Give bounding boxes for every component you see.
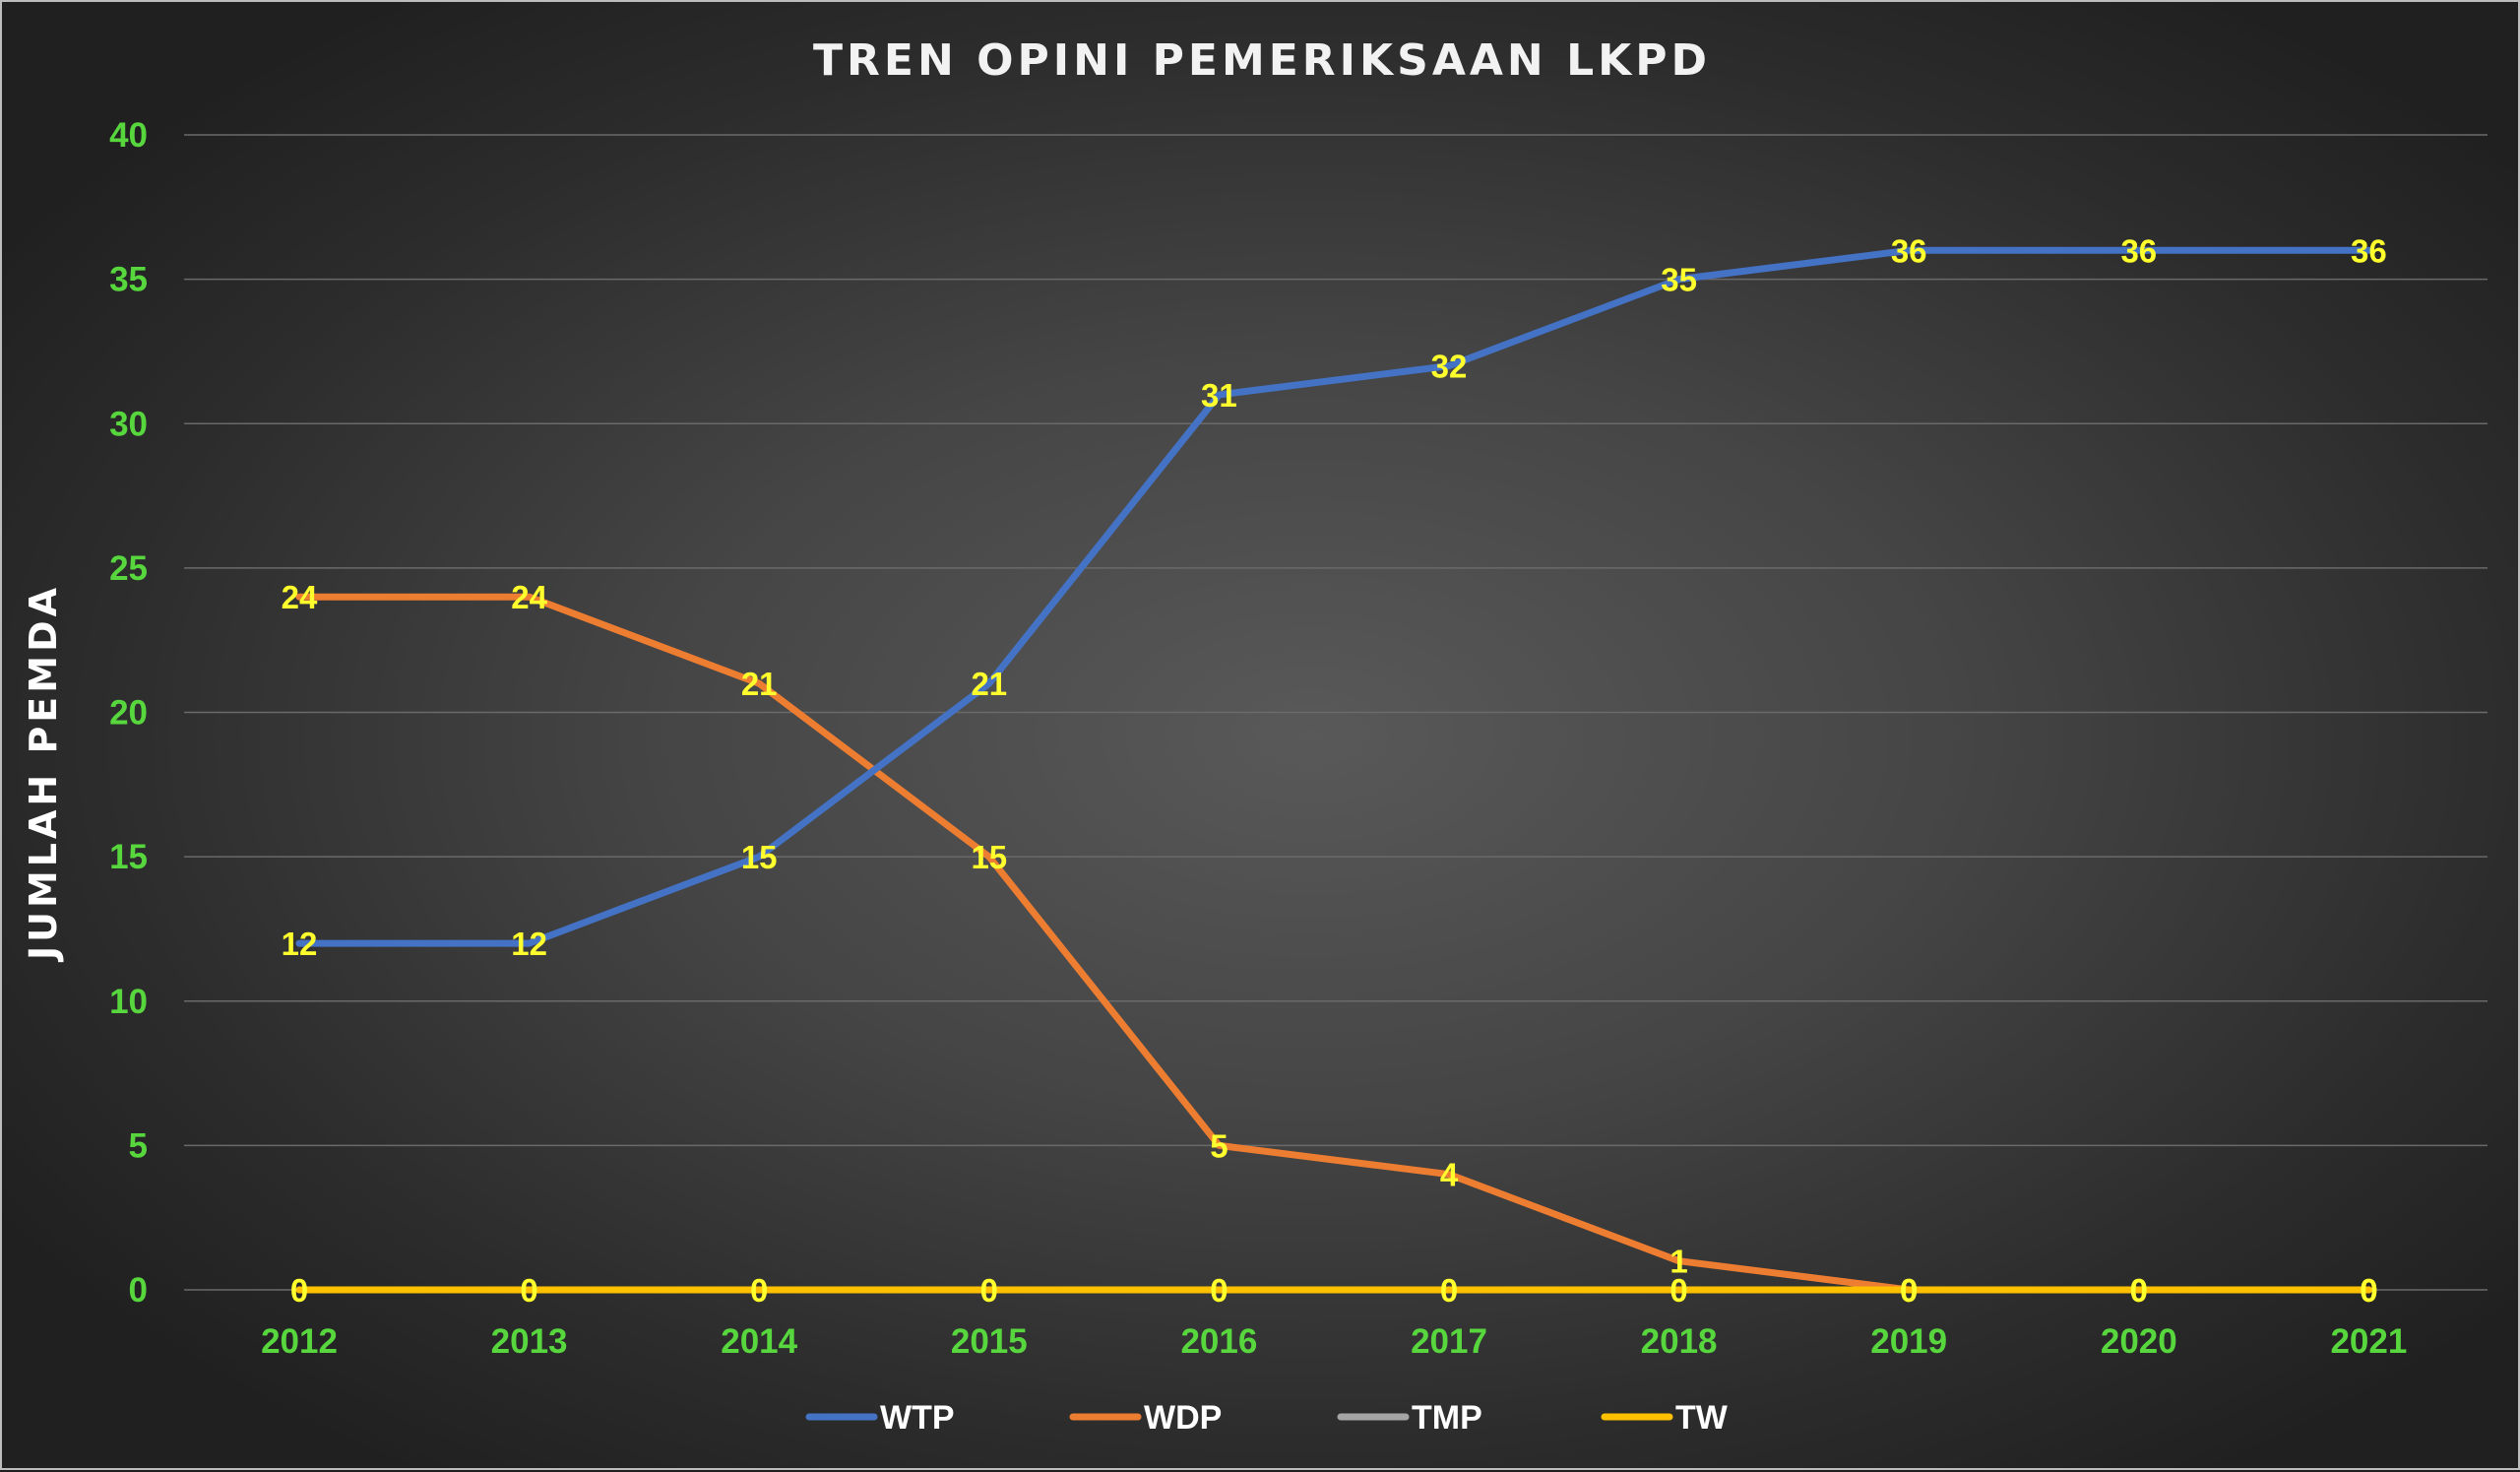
data-label-wtp: 36 (2351, 232, 2387, 269)
legend-label: WTP (880, 1399, 955, 1437)
series-lines (295, 246, 2372, 1294)
data-label-wdp: 5 (1210, 1127, 1228, 1164)
legend-item-wtp: WTP (805, 1399, 955, 1437)
x-tick-label: 2020 (2101, 1322, 2177, 1361)
gridlines (184, 134, 2488, 1291)
data-label-wdp: 4 (1440, 1157, 1459, 1193)
data-label-tw: 0 (1440, 1272, 1458, 1309)
series-line-wtp (295, 246, 2372, 947)
legend: WTP WDP TMP TW (805, 1399, 1729, 1437)
legend-item-tmp: TMP (1337, 1399, 1482, 1437)
legend-item-tw: TW (1601, 1399, 1729, 1437)
data-label-wtp: 15 (741, 839, 778, 875)
data-label-wtp: 35 (1661, 262, 1697, 298)
data-label-wdp: 0 (1900, 1272, 1918, 1309)
data-label-tw: 0 (1670, 1272, 1687, 1309)
data-label-wdp: 0 (2130, 1272, 2148, 1309)
x-tick-label: 2015 (951, 1322, 1028, 1361)
legend-label: TMP (1412, 1399, 1482, 1437)
chart-title: TREN OPINI PEMERIKSAAN LKPD (813, 35, 1711, 86)
data-label-tw: 0 (520, 1272, 537, 1309)
legend-label: WDP (1144, 1399, 1222, 1437)
legend-item-wdp: WDP (1069, 1399, 1222, 1437)
data-label-wtp: 21 (971, 666, 1007, 702)
data-label-wtp: 12 (511, 926, 547, 962)
y-tick-label: 20 (109, 694, 148, 733)
data-label-tw: 0 (2360, 1272, 2377, 1309)
data-label-tw: 0 (980, 1272, 998, 1309)
data-label-tw: 0 (1900, 1272, 1918, 1309)
data-label-wdp: 21 (741, 666, 778, 702)
x-tick-label: 2014 (721, 1322, 797, 1361)
x-tick-label: 2012 (261, 1322, 338, 1361)
y-tick-label: 35 (109, 261, 148, 299)
data-label-wdp: 24 (511, 579, 547, 615)
y-tick-label: 10 (109, 983, 148, 1021)
data-label-wdp: 0 (2360, 1272, 2377, 1309)
data-label-wtp: 12 (282, 926, 318, 962)
legend-label: TW (1675, 1399, 1729, 1437)
x-tick-label: 2013 (491, 1322, 568, 1361)
x-tick-label: 2016 (1180, 1322, 1257, 1361)
data-label-tw: 0 (750, 1272, 768, 1309)
y-tick-label: 15 (109, 838, 148, 876)
x-tick-label: 2021 (2330, 1322, 2407, 1361)
data-label-tw: 0 (1210, 1272, 1228, 1309)
data-label-wtp: 36 (1891, 232, 1927, 269)
x-tick-label: 2018 (1641, 1322, 1718, 1361)
series-line-wdp (295, 593, 2372, 1294)
data-label-wtp: 31 (1201, 377, 1237, 414)
y-tick-label: 5 (129, 1126, 148, 1165)
y-axis-label: JUMLAH PEMDA (22, 584, 65, 963)
x-tick-label: 2019 (1870, 1322, 1947, 1361)
data-label-tw: 0 (2130, 1272, 2148, 1309)
data-label-wdp: 15 (971, 839, 1007, 875)
data-label-wdp: 1 (1670, 1244, 1687, 1280)
y-tick-label: 0 (129, 1271, 148, 1310)
y-tick-label: 25 (109, 549, 148, 588)
y-tick-label: 30 (109, 405, 148, 443)
data-label-tw: 0 (290, 1272, 308, 1309)
y-tick-label: 40 (109, 116, 148, 155)
data-label-wtp: 36 (2120, 232, 2157, 269)
data-label-wdp: 24 (282, 579, 318, 615)
x-tick-label: 2017 (1411, 1322, 1487, 1361)
data-label-wtp: 32 (1431, 349, 1468, 385)
